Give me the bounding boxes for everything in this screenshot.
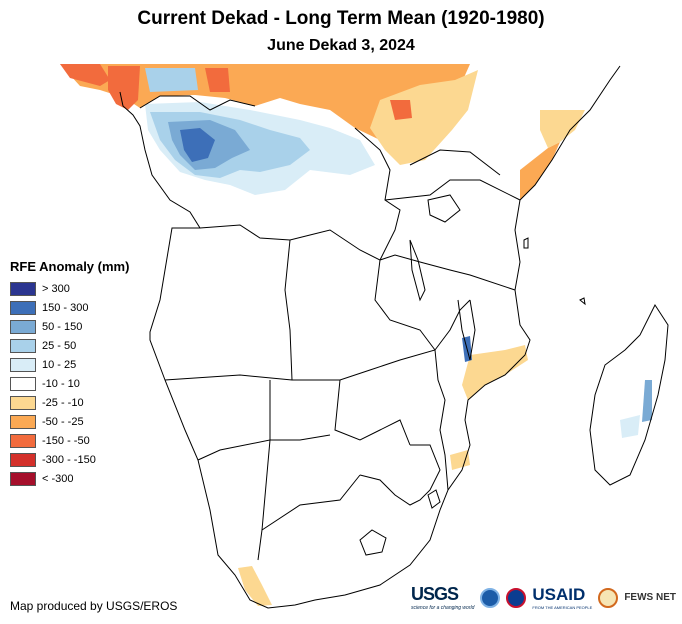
border-15 bbox=[434, 349, 449, 491]
lake-tanganyika bbox=[409, 239, 426, 302]
legend-swatch bbox=[10, 300, 36, 315]
legend-label: -150 - -50 bbox=[42, 434, 90, 447]
logo-bar: USGS science for a changing world USAID … bbox=[411, 584, 676, 611]
legend-item: -10 - 10 bbox=[10, 374, 129, 393]
legend-label: < -300 bbox=[42, 472, 74, 485]
map-subtitle: June Dekad 3, 2024 bbox=[267, 37, 415, 54]
legend-item: < -300 bbox=[10, 469, 129, 488]
map-title: Current Dekad - Long Term Mean (1920-198… bbox=[137, 8, 545, 29]
border-9 bbox=[197, 380, 271, 461]
anomaly-patch-west-red-2 bbox=[108, 66, 140, 110]
anomaly-patch-north-red-2 bbox=[205, 68, 230, 92]
border-13 bbox=[359, 444, 441, 506]
border-2 bbox=[199, 224, 436, 351]
border-1 bbox=[139, 95, 256, 111]
legend-label: -300 - -150 bbox=[42, 453, 96, 466]
legend-item: -50 - -25 bbox=[10, 412, 129, 431]
legend-title: RFE Anomaly (mm) bbox=[10, 259, 130, 274]
usgs-logo-text: USGS bbox=[411, 584, 459, 604]
legend-item: 25 - 50 bbox=[10, 336, 129, 355]
border-3 bbox=[379, 254, 516, 291]
legend-item: -300 - -150 bbox=[10, 450, 129, 469]
anomaly-patch-central-dark-blue bbox=[180, 128, 215, 162]
border-11 bbox=[334, 379, 411, 446]
legend-label: 150 - 300 bbox=[42, 301, 89, 314]
country-borders bbox=[119, 65, 669, 609]
legend: RFE Anomaly (mm) > 300 150 - 300 50 - 150 2… bbox=[10, 259, 129, 488]
legend-label: > 300 bbox=[42, 282, 70, 295]
anomaly-patch-east-red bbox=[390, 100, 412, 120]
anomaly-patch-mozambique-orange bbox=[462, 345, 528, 400]
anomaly-patch-east-coast-light bbox=[540, 110, 585, 148]
lake-victoria bbox=[427, 194, 461, 223]
anomaly-patch-west-red bbox=[60, 64, 110, 86]
usgs-logo: USGS science for a changing world bbox=[411, 584, 474, 611]
noaa-logo-icon bbox=[480, 587, 501, 608]
border-5 bbox=[384, 179, 521, 201]
usgs-tagline: science for a changing world bbox=[411, 605, 475, 611]
legend-items: > 300 150 - 300 50 - 150 25 - 50 10 - 25 -10 … bbox=[10, 279, 129, 488]
legend-swatch bbox=[10, 281, 36, 296]
lesotho bbox=[359, 529, 387, 556]
border-10 bbox=[257, 439, 271, 561]
anomaly-patch-madagascar-light bbox=[620, 415, 640, 438]
madagascar-coast bbox=[589, 303, 669, 486]
anomaly-patch-north-blue bbox=[145, 68, 198, 92]
legend-item: 10 - 25 bbox=[10, 355, 129, 374]
anomaly-patch-cape-orange bbox=[238, 566, 272, 606]
anomaly-patches bbox=[60, 64, 652, 606]
map-credit: Map produced by USGS/EROS bbox=[10, 599, 178, 613]
island-comoros bbox=[579, 297, 586, 306]
legend-label: -50 - -25 bbox=[42, 415, 84, 428]
anomaly-patch-north-light-orange bbox=[370, 70, 478, 165]
anomaly-patch-moz-south bbox=[450, 450, 470, 470]
border-8 bbox=[164, 299, 471, 381]
legend-swatch bbox=[10, 357, 36, 372]
legend-item: -25 - -10 bbox=[10, 393, 129, 412]
border-16 bbox=[457, 299, 476, 361]
legend-label: 25 - 50 bbox=[42, 339, 77, 352]
border-6 bbox=[409, 149, 501, 176]
usaid-logo: USAID FROM THE AMERICAN PEOPLE bbox=[532, 585, 592, 610]
legend-label: -10 - 10 bbox=[42, 377, 80, 390]
usaid-logo-text: USAID bbox=[532, 585, 586, 604]
legend-swatch bbox=[10, 452, 36, 467]
legend-label: 10 - 25 bbox=[42, 358, 77, 371]
island-zanzibar bbox=[523, 237, 529, 249]
usaid-tagline: FROM THE AMERICAN PEOPLE bbox=[532, 605, 593, 610]
legend-swatch bbox=[10, 338, 36, 353]
usaid-seal-icon bbox=[506, 587, 527, 608]
legend-swatch bbox=[10, 376, 36, 391]
legend-item: 150 - 300 bbox=[10, 298, 129, 317]
legend-swatch bbox=[10, 471, 36, 486]
border-12 bbox=[270, 434, 331, 441]
border-7 bbox=[284, 239, 293, 381]
legend-swatch bbox=[10, 414, 36, 429]
fews-net-logo: FEWS NET bbox=[624, 592, 676, 603]
mainland-coastline bbox=[119, 65, 621, 609]
eswatini bbox=[427, 489, 441, 509]
legend-item: > 300 bbox=[10, 279, 129, 298]
legend-item: 50 - 150 bbox=[10, 317, 129, 336]
legend-swatch bbox=[10, 433, 36, 448]
border-14 bbox=[261, 474, 361, 531]
anomaly-patch-east-coast-orange bbox=[520, 142, 560, 200]
legend-item: -150 - -50 bbox=[10, 431, 129, 450]
legend-swatch bbox=[10, 395, 36, 410]
legend-label: 50 - 150 bbox=[42, 320, 83, 333]
anomaly-patch-madagascar-blue bbox=[642, 380, 652, 422]
anomaly-map bbox=[60, 64, 669, 609]
fews-net-icon bbox=[598, 587, 619, 608]
legend-swatch bbox=[10, 319, 36, 334]
legend-label: -25 - -10 bbox=[42, 396, 84, 409]
